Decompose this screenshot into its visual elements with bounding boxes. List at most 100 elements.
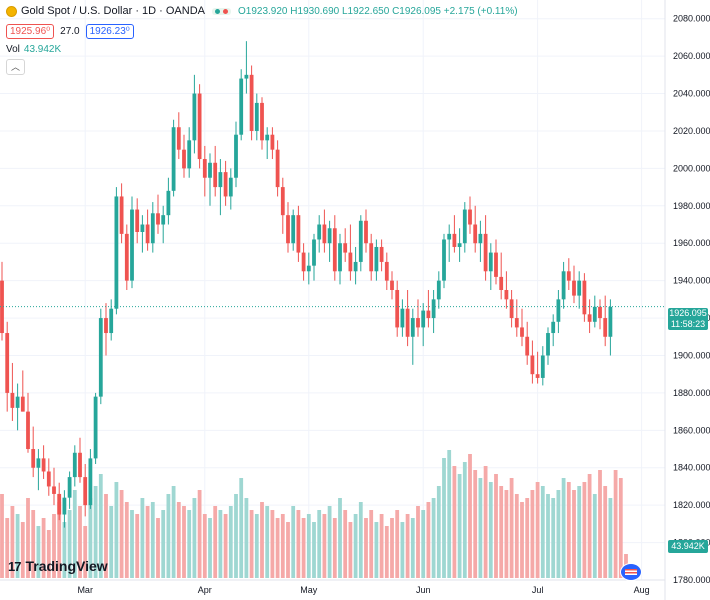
volume-bar bbox=[275, 518, 280, 578]
candle-body bbox=[598, 306, 602, 319]
volume-bar bbox=[395, 510, 400, 578]
candle-body bbox=[228, 177, 233, 197]
volume-bar bbox=[218, 510, 223, 578]
volume-bar bbox=[514, 494, 519, 578]
candle-body bbox=[504, 290, 509, 300]
volume-bar bbox=[322, 514, 327, 578]
volume-bar bbox=[67, 510, 72, 578]
tradingview-logo-icon: 17 bbox=[8, 558, 22, 574]
bar-countdown: 11:58:23 bbox=[670, 319, 706, 329]
volume-bar bbox=[208, 518, 212, 578]
volume-bar bbox=[10, 506, 15, 578]
volume-bar bbox=[405, 514, 410, 578]
volume-bar bbox=[114, 482, 119, 578]
candle-body bbox=[410, 318, 415, 337]
status-dot-icon bbox=[223, 8, 228, 14]
candle-body bbox=[52, 486, 56, 494]
candle-body bbox=[535, 374, 540, 378]
collapse-legend-button[interactable]: ︿ bbox=[6, 59, 25, 75]
volume-bar bbox=[182, 506, 186, 578]
candle-body bbox=[488, 252, 493, 272]
candle-body bbox=[592, 306, 597, 322]
candle-body bbox=[421, 310, 426, 328]
volume-bar bbox=[104, 494, 108, 578]
volume-bar bbox=[374, 522, 379, 578]
candle-body bbox=[275, 149, 280, 188]
volume-bar bbox=[327, 506, 332, 578]
candle-body bbox=[5, 333, 10, 393]
candle-body bbox=[577, 280, 582, 296]
y-tick-label: 1980.000 bbox=[673, 201, 710, 211]
candle-body bbox=[197, 93, 202, 160]
volume-bar bbox=[156, 518, 160, 578]
candle-body bbox=[119, 196, 124, 234]
us-flag-icon[interactable] bbox=[620, 563, 642, 581]
volume-bar bbox=[603, 486, 608, 578]
candle-body bbox=[10, 392, 15, 408]
candle-body bbox=[332, 228, 337, 272]
volume-bar bbox=[488, 482, 493, 578]
candle-body bbox=[405, 308, 410, 337]
candle-body bbox=[67, 477, 72, 498]
candle-body bbox=[306, 265, 311, 272]
candle-body bbox=[202, 159, 207, 178]
candle-body bbox=[457, 243, 462, 247]
candle-body bbox=[603, 318, 608, 337]
ohlc-change: +2.175 (+0.11%) bbox=[443, 5, 518, 17]
volume-bar bbox=[135, 514, 140, 578]
candle-body bbox=[176, 127, 181, 150]
volume-bar bbox=[566, 482, 571, 578]
candle-body bbox=[156, 213, 160, 225]
volume-bar bbox=[280, 514, 285, 578]
volume-bar bbox=[436, 486, 441, 578]
candle-body bbox=[31, 449, 36, 468]
x-tick-label: Mar bbox=[77, 585, 93, 595]
volume-bar bbox=[296, 510, 301, 578]
tradingview-logo[interactable]: 17 TradingView bbox=[8, 558, 108, 574]
volume-bar bbox=[46, 530, 51, 578]
volume-bar bbox=[473, 470, 478, 578]
gold-coin-icon bbox=[6, 5, 17, 17]
sell-button[interactable]: 1925.96⁰ bbox=[6, 24, 55, 39]
candle-body bbox=[514, 318, 519, 328]
volume-bar bbox=[78, 506, 82, 578]
candle-body bbox=[379, 246, 384, 262]
candle-body bbox=[260, 102, 264, 141]
volume-bar bbox=[286, 522, 290, 578]
symbol-title[interactable]: Gold Spot / U.S. Dollar · 1D · OANDA bbox=[21, 5, 205, 17]
candle-body bbox=[265, 134, 270, 141]
last-price-tag: 1926.095 11:58:23 bbox=[668, 308, 708, 330]
volume-bar bbox=[338, 498, 342, 578]
volume-bar bbox=[421, 510, 426, 578]
ohlc-readout: O1923.920 H1930.690 L1922.650 C1926.095 … bbox=[238, 6, 518, 17]
candle-body bbox=[249, 74, 254, 131]
volume-bar bbox=[88, 498, 93, 578]
volume-bar bbox=[499, 486, 504, 578]
volume-bar bbox=[213, 506, 218, 578]
ohlc-close: C1926.095 bbox=[392, 5, 441, 17]
market-status-badge[interactable] bbox=[212, 7, 231, 15]
volume-bar bbox=[613, 470, 618, 578]
buy-button[interactable]: 1926.23⁰ bbox=[85, 24, 134, 39]
volume-bar bbox=[234, 494, 238, 578]
volume-bar bbox=[176, 502, 181, 578]
volume-bar bbox=[98, 474, 103, 578]
candle-body bbox=[400, 308, 405, 328]
candle-body bbox=[301, 252, 306, 272]
x-tick-label: Jul bbox=[532, 585, 544, 595]
candle-body bbox=[317, 224, 322, 240]
candle-body bbox=[561, 271, 566, 300]
candle-body bbox=[88, 458, 93, 506]
candle-body bbox=[452, 233, 457, 247]
volume-bar bbox=[306, 514, 311, 578]
y-tick-label: 2060.000 bbox=[673, 51, 710, 61]
candle-body bbox=[93, 396, 98, 459]
candle-body bbox=[192, 93, 197, 141]
volume-bar bbox=[551, 498, 556, 578]
candle-body bbox=[234, 134, 238, 178]
volume-bar bbox=[15, 514, 20, 578]
candle-body bbox=[462, 209, 467, 244]
volume-legend[interactable]: Vol 43.942K bbox=[6, 44, 61, 55]
